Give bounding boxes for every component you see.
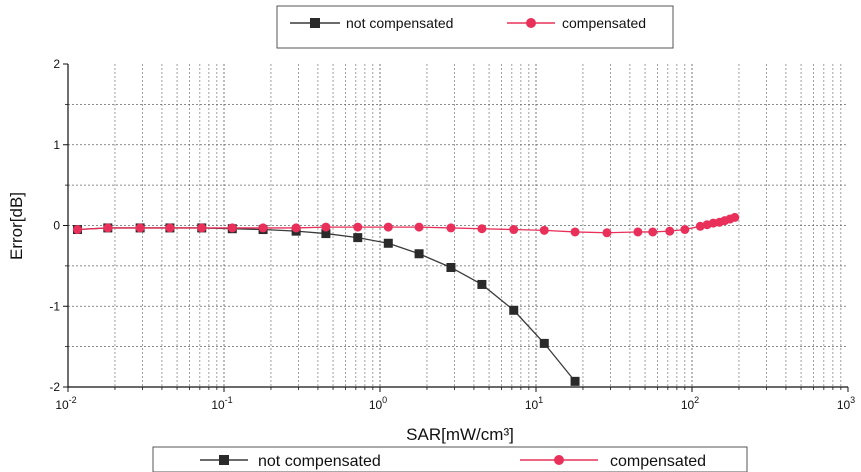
point-compensated (680, 225, 690, 235)
point-not-compensated (353, 233, 363, 243)
point-not-compensated (321, 229, 331, 239)
point-compensated (258, 223, 268, 233)
point-compensated (321, 222, 331, 232)
point-not-compensated (570, 376, 580, 386)
legend-top-marker-compensated (526, 18, 536, 28)
x-tick-label: 10-1 (211, 395, 232, 412)
series-line-not-compensated (77, 227, 576, 382)
x-tick-label: 10-2 (55, 395, 76, 412)
y-tick-label: 2 (53, 57, 60, 71)
legend-top-box (276, 5, 674, 49)
legend-bottom-label-compensated: compensated (610, 453, 706, 470)
point-compensated (477, 224, 487, 234)
point-compensated (509, 225, 519, 235)
point-compensated (648, 227, 658, 237)
y-tick-label: 1 (53, 138, 60, 152)
legend-bottom-marker-not-compensated (219, 455, 229, 465)
point-compensated (665, 226, 675, 236)
point-compensated (414, 222, 424, 232)
series-layer (72, 212, 740, 386)
x-axis-label: SAR[mW/cm³] (406, 425, 514, 444)
ticks: 10-2 10-1 100 101 102 103 -2 -1 0 1 2 (49, 57, 855, 412)
legend-top-label-compensated: compensated (562, 15, 646, 31)
point-compensated (103, 223, 113, 233)
point-not-compensated (509, 305, 519, 315)
legend-bottom-label-not-compensated: not compensated (258, 453, 381, 470)
point-compensated (446, 223, 456, 233)
point-not-compensated (414, 249, 424, 259)
y-tick-label: -1 (49, 299, 60, 313)
legend-bottom-marker-compensated (554, 455, 564, 465)
point-not-compensated (383, 238, 393, 248)
point-compensated (291, 223, 301, 233)
point-not-compensated (539, 338, 549, 348)
grid (68, 64, 848, 387)
y-tick-label: 0 (53, 219, 60, 233)
point-compensated (165, 223, 175, 233)
x-tick-label: 102 (681, 395, 699, 412)
x-tick-label: 103 (837, 395, 855, 412)
legend-top-marker-not-compensated (310, 18, 320, 28)
y-axis-label: Error[dB] (7, 192, 26, 260)
point-compensated (602, 228, 612, 238)
legend-bottom: not compensated compensated (152, 446, 748, 472)
legend-top-label-not-compensated: not compensated (346, 15, 453, 31)
legend-bottom-box (152, 446, 748, 472)
point-not-compensated (446, 262, 456, 272)
point-compensated (539, 225, 549, 235)
point-compensated (695, 221, 705, 231)
point-compensated (383, 222, 393, 232)
point-compensated (353, 222, 363, 232)
point-compensated (135, 223, 145, 233)
point-compensated (730, 212, 740, 222)
y-tick-label: -2 (49, 380, 60, 394)
point-compensated (570, 227, 580, 237)
legend-top: not compensated compensated (276, 5, 674, 49)
point-compensated (72, 225, 82, 235)
x-tick-label: 101 (525, 395, 543, 412)
point-compensated (633, 227, 643, 237)
point-compensated (197, 223, 207, 233)
point-not-compensated (477, 279, 487, 289)
x-tick-label: 100 (369, 395, 387, 412)
point-compensated (227, 223, 237, 233)
